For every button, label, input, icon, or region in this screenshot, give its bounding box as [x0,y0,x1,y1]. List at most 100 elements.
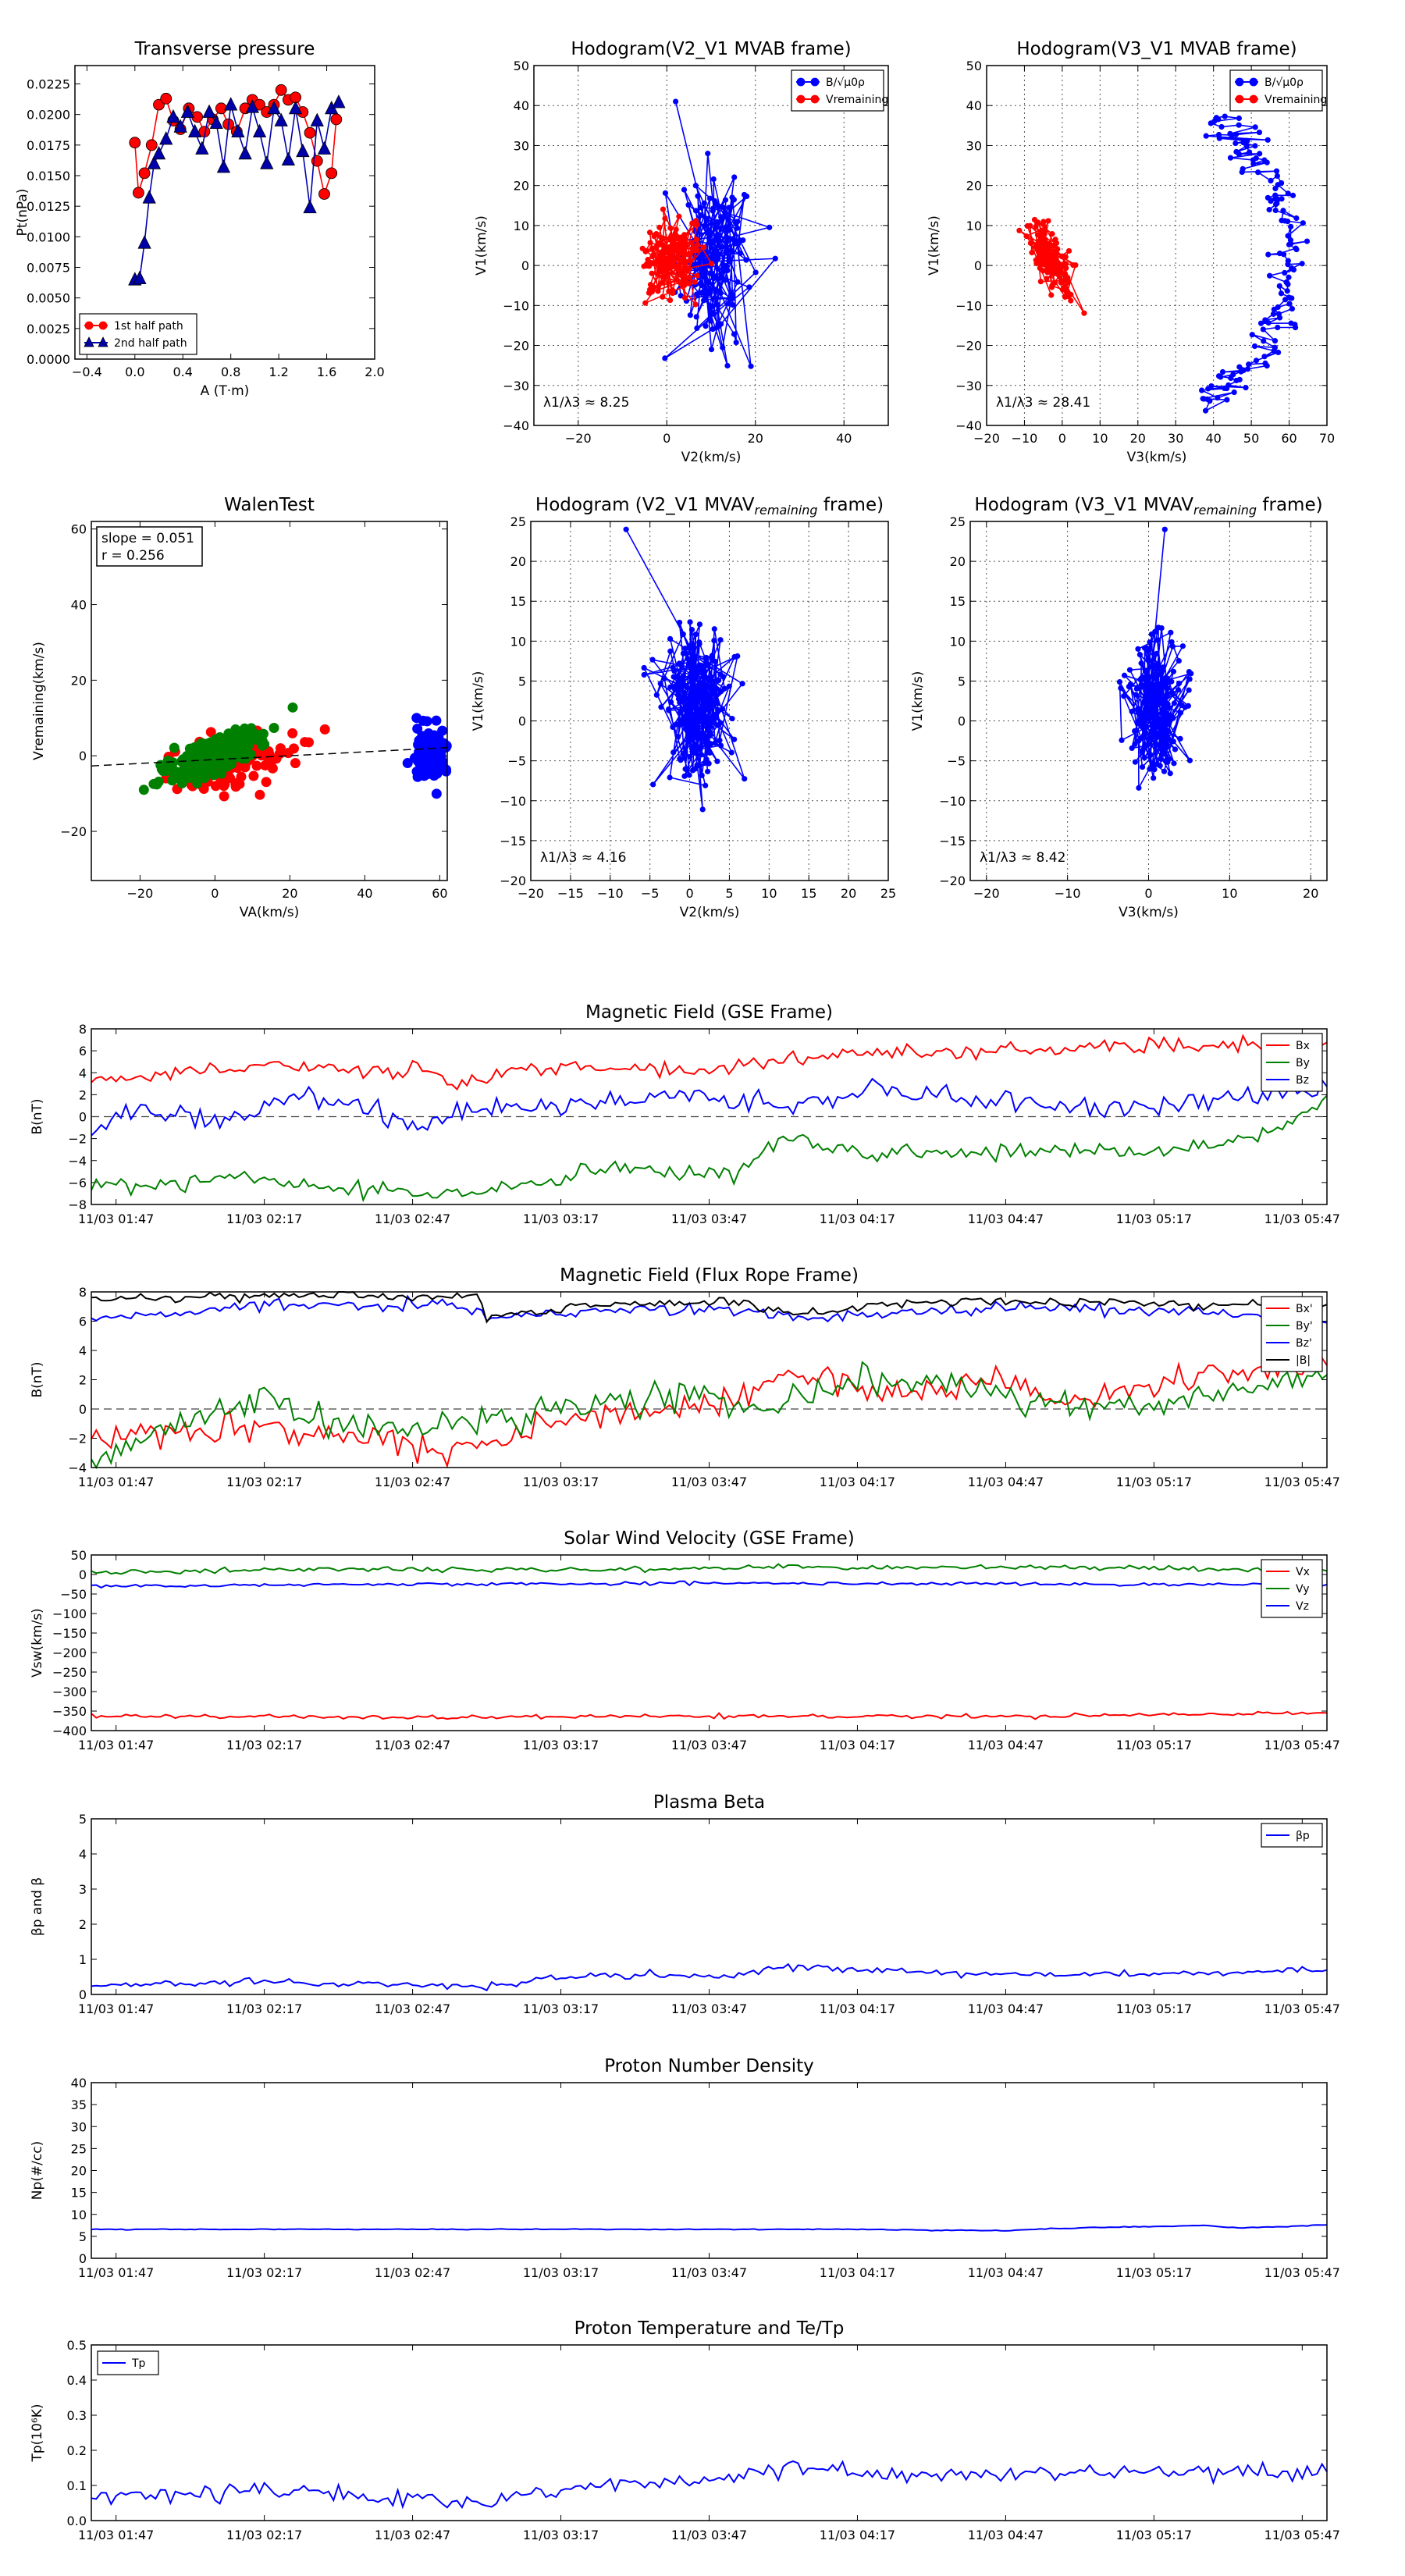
data-point [1266,272,1273,279]
series-2ndhalfpath [128,94,346,286]
data-point [1164,692,1170,699]
data-point [671,241,678,247]
data-point [667,635,674,642]
legend: Tp [97,2350,159,2375]
data-point [717,671,724,678]
y-tick-label: 25 [950,514,966,529]
data-point [254,789,265,800]
data-point [709,688,715,694]
data-point [698,662,705,669]
data-point [330,113,343,126]
y-axis-label: V1(km/s) [474,215,489,276]
data-point [711,638,717,644]
data-point [1246,361,1252,368]
data-point [1136,720,1142,727]
x-tick-label: 11/03 02:17 [226,1475,302,1489]
data-point [810,77,820,87]
data-point [275,84,287,96]
data-point [1033,223,1039,230]
x-tick-label: 30 [1168,431,1183,446]
y-tick-label: 0.0100 [27,229,70,244]
data-point [718,321,724,327]
y-tick-label: 0.3 [67,2408,87,2423]
x-tick-label: 5 [725,886,733,901]
data-point [1236,364,1243,370]
data-point [1154,735,1160,741]
data-point [707,303,713,309]
data-point [248,770,259,781]
data-point [707,270,714,276]
axes-frame [91,2344,1328,2521]
data-point [693,314,699,320]
data-point [1045,218,1051,224]
data-point [1272,207,1279,214]
series-Tp [91,2460,1328,2510]
data-point [670,749,677,756]
data-point [422,732,432,743]
series-line [91,1094,1328,1203]
data-point [702,297,709,303]
data-point [1142,709,1149,715]
data-point [623,526,629,532]
data-point [1153,742,1159,749]
data-point [691,665,697,671]
data-point [722,197,729,203]
x-tick-label: 11/03 02:47 [375,2001,450,2016]
data-point [717,720,724,726]
data-point [1165,735,1172,742]
data-point [1215,116,1222,123]
data-point [679,720,685,726]
y-axis-label: Pt(nPa) [15,189,30,237]
data-point [667,265,674,272]
data-point [693,291,700,297]
y-tick-label: 0 [79,749,87,763]
data-point [670,287,676,294]
data-point [304,737,315,748]
x-tick-label: 11/03 03:47 [671,1475,747,1489]
x-tick-label: 11/03 03:47 [671,1738,747,1752]
data-point [1144,645,1150,651]
data-point [1040,259,1046,265]
data-point [713,712,719,718]
y-axis-label: βp and β [30,1877,45,1936]
y-tick-label: 0.0200 [27,108,70,123]
data-point [727,247,734,254]
data-point [1132,741,1138,747]
eigen-ratio-label: λ1/λ3 ≈ 28.41 [996,395,1090,411]
data-point [673,721,679,728]
data-point [219,791,229,802]
data-point [1039,243,1046,249]
data-point [682,726,688,732]
data-point [1293,215,1300,222]
data-point [677,709,683,715]
y-tick-label: 0.0125 [27,199,70,214]
data-point [1231,389,1237,396]
data-point [271,753,282,764]
data-point [1188,671,1194,677]
data-point [653,258,660,265]
data-point [1118,685,1124,692]
data-point [702,696,709,702]
data-point [1164,713,1170,720]
x-tick-label: 11/03 04:17 [820,2528,895,2542]
data-point [1185,703,1191,709]
data-point [1177,735,1183,742]
y-tick-label: 0.0075 [27,261,70,276]
data-point [707,732,713,739]
data-point [732,219,739,226]
legend-label: Bz [1296,1074,1309,1087]
data-point [1152,691,1159,697]
fit-line [91,746,448,767]
data-point [655,288,661,294]
series-line [91,1034,1328,1091]
axes-frame [530,521,889,881]
data-point [1252,143,1258,149]
data-point [1177,710,1184,716]
data-point [205,727,216,738]
x-tick-label: 11/03 02:17 [226,2528,302,2542]
data-point [216,768,227,779]
y-tick-label: −400 [52,1724,87,1738]
series-B [91,1291,1328,1324]
data-point [699,734,706,740]
x-tick-label: 11/03 03:17 [523,1212,599,1226]
